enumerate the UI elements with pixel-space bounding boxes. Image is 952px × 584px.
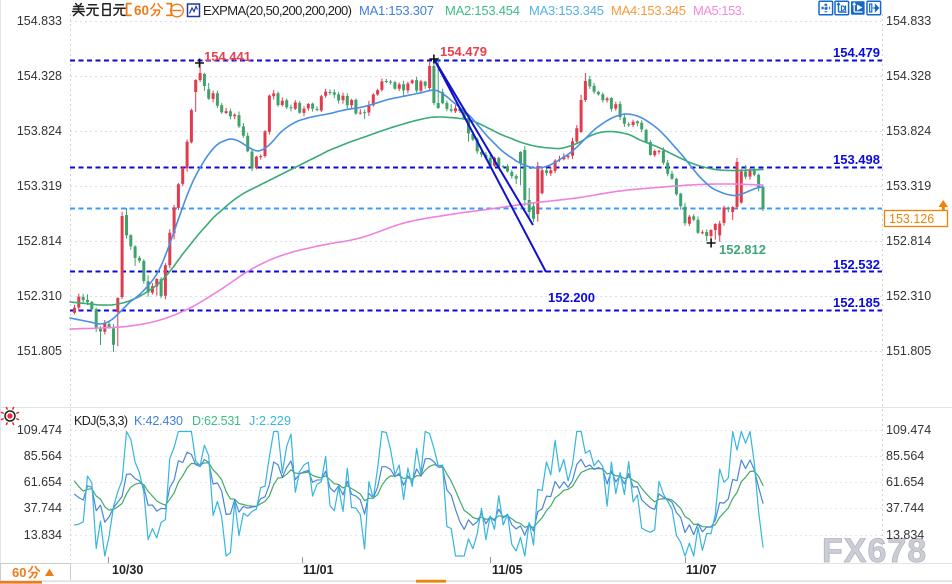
svg-text:61.654: 61.654	[886, 475, 924, 489]
svg-text:154.479: 154.479	[833, 45, 880, 60]
svg-text:153.319: 153.319	[886, 179, 931, 193]
svg-text:MA5:153.: MA5:153.	[693, 3, 745, 18]
svg-text:152.814: 152.814	[17, 234, 62, 248]
svg-text:152.310: 152.310	[17, 289, 62, 303]
svg-text:37.744: 37.744	[24, 501, 62, 515]
svg-text:153.824: 153.824	[886, 124, 931, 138]
svg-text:154.479: 154.479	[440, 44, 487, 59]
svg-text:11/07: 11/07	[686, 563, 717, 577]
svg-text:152.532: 152.532	[833, 257, 880, 272]
svg-text:153.824: 153.824	[17, 124, 62, 138]
svg-text:60: 60	[12, 565, 26, 580]
svg-text:85.564: 85.564	[24, 449, 62, 463]
svg-text:154.833: 154.833	[17, 14, 62, 28]
svg-text:154.328: 154.328	[886, 69, 931, 83]
svg-text:153.498: 153.498	[833, 152, 880, 167]
svg-text:MA2:153.454: MA2:153.454	[445, 3, 520, 18]
svg-text:MA3:153.345: MA3:153.345	[529, 3, 604, 18]
svg-text:K:42.430: K:42.430	[134, 414, 183, 428]
svg-text:85.564: 85.564	[886, 449, 924, 463]
svg-text:61.654: 61.654	[24, 475, 62, 489]
svg-text:13.834: 13.834	[24, 528, 62, 542]
svg-text:D:62.531: D:62.531	[192, 414, 241, 428]
svg-text:151.805: 151.805	[17, 344, 62, 358]
svg-text:151.805: 151.805	[886, 344, 931, 358]
svg-text:152.185: 152.185	[833, 295, 880, 310]
svg-text:MA1:153.307: MA1:153.307	[359, 3, 434, 18]
svg-text:10/30: 10/30	[112, 563, 143, 577]
svg-text:KDJ(5,3,3): KDJ(5,3,3)	[74, 414, 128, 428]
svg-text:152.814: 152.814	[886, 234, 931, 248]
svg-text:153.126: 153.126	[889, 212, 934, 226]
svg-text:154.328: 154.328	[17, 69, 62, 83]
svg-text:37.744: 37.744	[886, 501, 924, 515]
svg-text:152.812: 152.812	[719, 242, 766, 257]
svg-text:109.474: 109.474	[17, 423, 62, 437]
svg-text:152.200: 152.200	[548, 290, 595, 305]
svg-text:109.474: 109.474	[886, 423, 931, 437]
svg-text:J:2.229: J:2.229	[249, 414, 291, 428]
svg-text:152.310: 152.310	[886, 289, 931, 303]
svg-text:60: 60	[134, 3, 149, 18]
svg-text:11/01: 11/01	[303, 563, 334, 577]
svg-text:11/05: 11/05	[492, 563, 523, 577]
svg-text:154.833: 154.833	[886, 14, 931, 28]
svg-text:153.319: 153.319	[17, 179, 62, 193]
svg-text:FX678: FX678	[822, 532, 927, 570]
svg-text:MA4:153.345: MA4:153.345	[611, 3, 686, 18]
svg-text:154.441: 154.441	[204, 49, 251, 64]
svg-text:13.834: 13.834	[886, 528, 924, 542]
svg-text:EXPMA(20,50,200,200,200): EXPMA(20,50,200,200,200)	[203, 3, 352, 18]
